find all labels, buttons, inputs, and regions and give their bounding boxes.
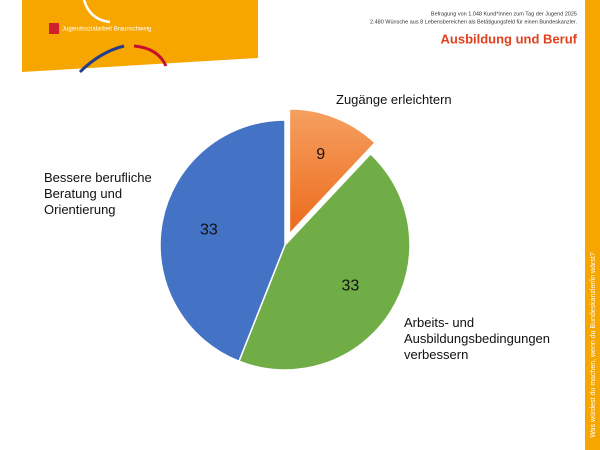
- organization: Jugendsozialarbeit Braunschweig: [62, 27, 151, 33]
- banner: [22, 0, 258, 72]
- pie-slice: [288, 108, 377, 236]
- chart-title: Ausbildung und Beruf: [441, 31, 578, 46]
- arrow-deco: [78, 44, 125, 74]
- survey-line: 2.480 Wünsche aus 8 Lebensbereichen als …: [370, 19, 577, 25]
- value-label: 33: [342, 278, 360, 295]
- logo: [49, 23, 59, 34]
- value-label: 33: [200, 222, 218, 239]
- survey-line: Befragung von 1.048 Kund*innen zum Tag d…: [431, 11, 577, 17]
- arrow-deco: [82, 0, 111, 24]
- side-text: Was würdest du machen, wenn du Bundeskan…: [590, 252, 597, 437]
- category-label: Arbeits- und Ausbildungsbedingungen verb…: [404, 315, 551, 362]
- value-label: 9: [316, 146, 325, 163]
- pie-slice: [238, 152, 411, 371]
- category-label: Bessere berufliche Beratung und Orientie…: [44, 170, 152, 217]
- pie-slice: [159, 119, 286, 363]
- side-strip: [585, 0, 600, 450]
- category-label: Zugänge erleichtern: [336, 92, 452, 107]
- arrow-deco: [133, 44, 168, 67]
